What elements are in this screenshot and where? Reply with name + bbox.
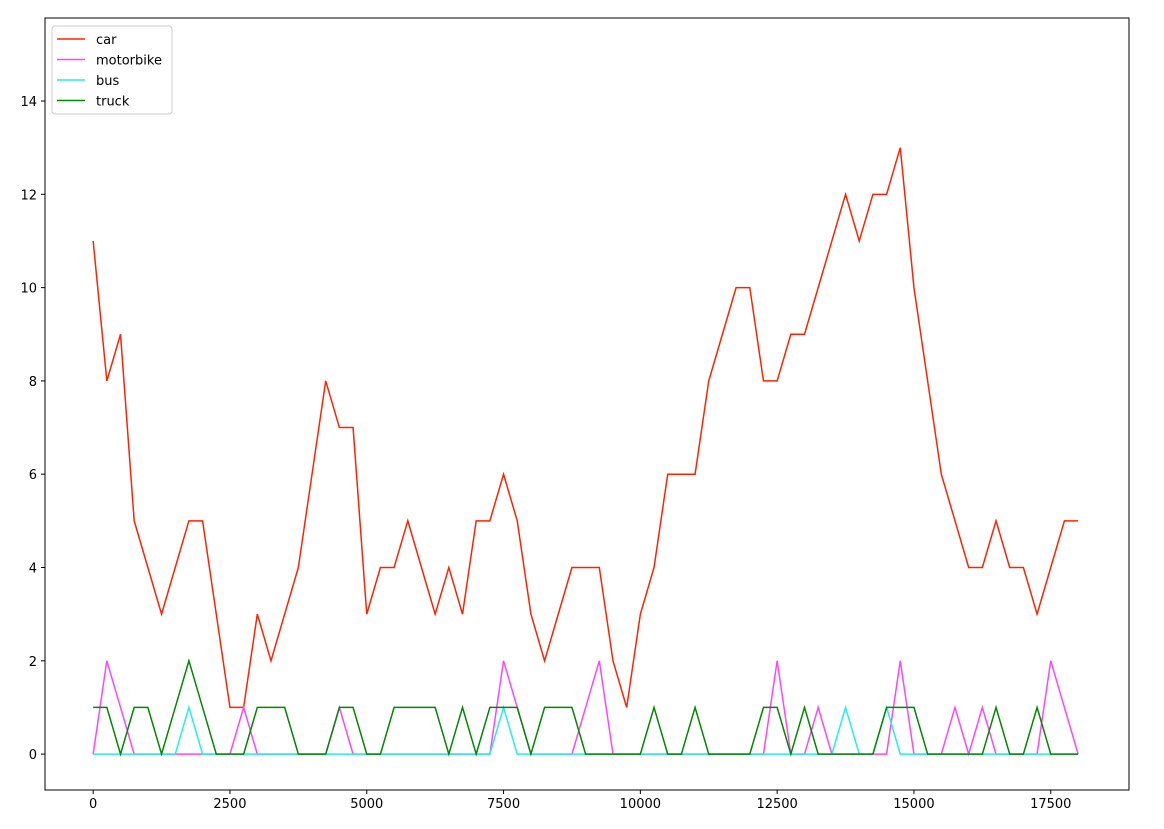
plot-frame xyxy=(44,17,1130,791)
legend-box xyxy=(51,25,173,115)
series-line xyxy=(93,658,1079,757)
y-tick-label: 14 xyxy=(20,95,37,110)
x-tick-label: 5000 xyxy=(350,797,383,812)
legend-label: bus xyxy=(96,74,119,89)
series-line xyxy=(92,147,1079,709)
y-tick-label: 2 xyxy=(29,655,37,670)
x-tick-label: 17500 xyxy=(1030,797,1071,812)
x-tick-label: 2500 xyxy=(213,797,246,812)
y-tick-label: 10 xyxy=(20,282,37,297)
x-tick-label: 0 xyxy=(89,797,97,812)
y-tick-label: 4 xyxy=(29,561,37,576)
x-tick-label: 15000 xyxy=(893,797,934,812)
x-tick-label: 10000 xyxy=(620,797,661,812)
legend-label: car xyxy=(96,33,117,48)
y-tick-label: 6 xyxy=(29,468,37,483)
y-tick-label: 8 xyxy=(29,375,37,390)
x-tick-label: 12500 xyxy=(756,797,797,812)
x-tick-label: 7500 xyxy=(487,797,520,812)
legend-label: truck xyxy=(96,95,130,110)
legend-label: motorbike xyxy=(96,54,162,69)
y-tick-label: 12 xyxy=(20,188,37,203)
y-tick-label: 0 xyxy=(29,748,37,763)
